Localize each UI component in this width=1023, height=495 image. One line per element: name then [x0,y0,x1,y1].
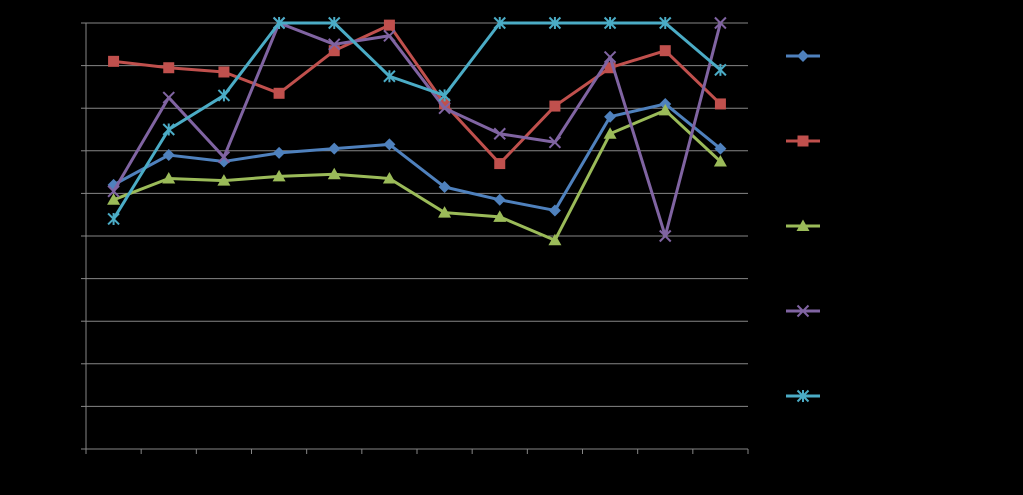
legend-entry-3 [786,219,820,231]
series-4-line [112,21,722,238]
series-5-point-10 [603,16,617,30]
series-2-point-6 [383,19,395,31]
legend-marker-1 [797,50,809,62]
series-1-point-12 [714,142,727,155]
series-2-point-12 [714,98,726,110]
series-5-point-6 [383,70,396,83]
series-1 [107,97,727,217]
series-5-point-2 [162,123,175,136]
series-1-point-2 [162,149,175,162]
series-5 [107,16,727,226]
series-4-point-8 [493,127,506,140]
legend-marker-3 [796,219,810,231]
series-1-point-6 [383,138,396,151]
legend-marker-2 [797,135,809,147]
series-2-point-3 [218,66,230,78]
series-3-point-2 [162,171,176,184]
series-2-point-4 [273,87,285,99]
series-2-point-7 [439,98,451,110]
series-4-point-12 [714,16,727,30]
series-1-point-7 [438,181,451,194]
series-1-line [112,102,722,212]
series-4-point-2 [162,91,175,104]
legend-marker-5 [796,389,810,403]
series-3-point-9 [548,233,562,246]
series-5-point-11 [659,16,672,30]
axes [81,22,749,454]
series-2-point-1 [108,55,120,67]
legend-entry-2 [786,135,820,147]
series-2-point-8 [494,158,506,170]
series-4-point-11 [659,229,672,243]
series-5-point-1 [107,212,120,226]
legend-marker-4 [796,304,810,318]
series-5-point-4 [272,16,286,30]
legend-entry-5 [786,389,820,403]
series-5-point-5 [328,16,341,30]
series-4-point-5 [328,38,341,51]
series-5-point-9 [548,16,562,30]
series-5-point-8 [493,16,506,30]
series-2-point-5 [328,45,340,57]
series-3 [107,103,727,246]
series-2-point-2 [163,62,175,74]
legend-entry-1 [786,50,820,62]
series-1-point-8 [493,193,506,206]
series-4-point-3 [217,150,231,164]
series-3-point-5 [327,167,341,180]
series-3-point-10 [603,127,617,139]
series-1-point-3 [217,155,230,168]
series-2 [108,19,726,170]
series-3-point-12 [713,154,727,167]
series-2-point-10 [604,62,616,74]
series-4-point-9 [548,136,562,149]
series-5-point-3 [217,89,231,102]
series-4-point-7 [438,101,451,115]
series-4-point-6 [383,29,396,42]
series-1-point-4 [273,146,286,159]
series-3-point-1 [107,193,121,205]
series-2-point-9 [549,100,561,112]
series-2-line [113,23,722,166]
series-1-point-5 [328,142,341,155]
series-3-point-6 [382,171,396,184]
series-3-line [113,108,722,242]
series-3-point-7 [438,206,452,218]
series-4-point-1 [107,185,120,198]
series-4-point-10 [603,50,617,64]
series-3-point-4 [272,169,286,182]
series-5-point-7 [438,89,451,102]
series-1-point-10 [604,110,617,123]
series-group [107,16,727,246]
series-3-point-11 [658,103,672,116]
series-2-point-11 [659,45,671,57]
series-3-point-8 [493,210,507,222]
series-1-point-9 [548,204,561,217]
legend [786,50,820,403]
series-5-point-12 [714,63,727,77]
legend-entry-4 [786,304,820,318]
series-5-line [112,21,722,220]
series-3-point-3 [217,174,231,186]
